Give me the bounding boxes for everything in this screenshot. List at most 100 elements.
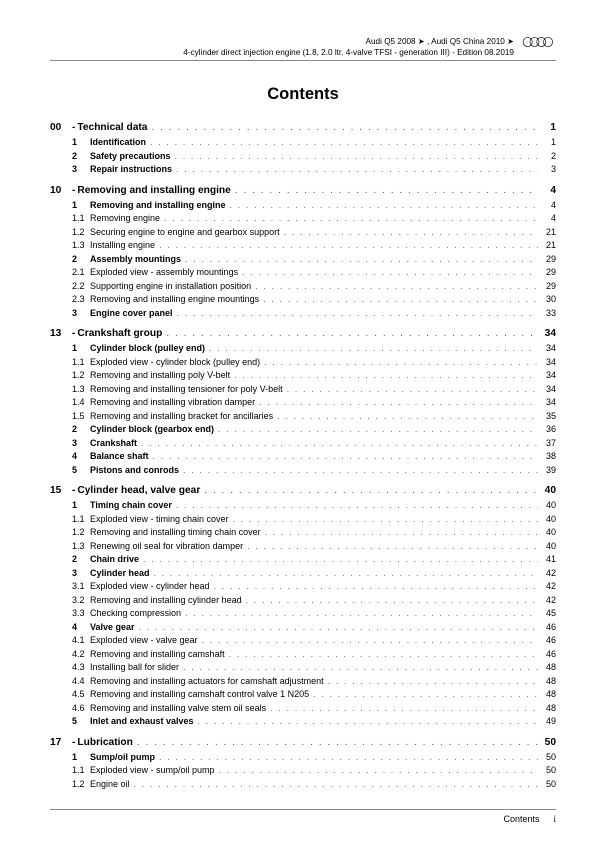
toc-entry[interactable]: 4.1Exploded view - valve gear . . . . . … (50, 634, 556, 648)
toc-entry[interactable]: 1Cylinder block (pulley end) . . . . . .… (50, 342, 556, 356)
toc-entry[interactable]: 1Identification . . . . . . . . . . . . … (50, 136, 556, 150)
entry-number: 3 (50, 567, 90, 581)
leader-dots: . . . . . . . . . . . . . . . . . . . . … (176, 163, 538, 177)
toc-section-heading[interactable]: 15- Cylinder head, valve gear . . . . . … (50, 485, 556, 496)
toc-entry[interactable]: 1Sump/oil pump . . . . . . . . . . . . .… (50, 751, 556, 765)
toc-entry[interactable]: 1.1Exploded view - cylinder block (pulle… (50, 356, 556, 370)
entry-label: Pistons and conrods (90, 464, 183, 478)
toc-entry[interactable]: 5Pistons and conrods . . . . . . . . . .… (50, 464, 556, 478)
toc-entry[interactable]: 3.2Removing and installing cylinder head… (50, 594, 556, 608)
entry-label: Removing and installing camshaft (90, 648, 229, 662)
toc-entry[interactable]: 2Safety precautions . . . . . . . . . . … (50, 150, 556, 164)
leader-dots: . . . . . . . . . . . . . . . . . . . . … (134, 778, 538, 792)
entry-number: 5 (50, 464, 90, 478)
toc-entry[interactable]: 1.1Exploded view - sump/oil pump . . . .… (50, 764, 556, 778)
entry-page: 46 (538, 621, 556, 635)
toc-entry[interactable]: 2.2Supporting engine in installation pos… (50, 280, 556, 294)
toc-entry[interactable]: 3.1Exploded view - cylinder head . . . .… (50, 580, 556, 594)
toc-entry[interactable]: 1.3Installing engine . . . . . . . . . .… (50, 239, 556, 253)
toc-entry[interactable]: 2Cylinder block (gearbox end) . . . . . … (50, 423, 556, 437)
entry-number: 3.2 (50, 594, 90, 608)
page: Audi Q5 2008 ➤ , Audi Q5 China 2010 ➤ 4-… (0, 0, 600, 848)
section-label: Removing and installing engine (77, 185, 234, 196)
header-divider (50, 60, 556, 61)
toc-entry[interactable]: 1.2Engine oil . . . . . . . . . . . . . … (50, 778, 556, 792)
entry-page: 48 (538, 702, 556, 716)
leader-dots: . . . . . . . . . . . . . . . . . . . . … (141, 437, 538, 451)
toc-entry[interactable]: 4.2Removing and installing camshaft . . … (50, 648, 556, 662)
entry-number: 1.1 (50, 513, 90, 527)
toc-entry[interactable]: 3Cylinder head . . . . . . . . . . . . .… (50, 567, 556, 581)
toc-entry[interactable]: 2.1Exploded view - assembly mountings . … (50, 266, 556, 280)
page-title: Contents (50, 85, 556, 104)
toc-entry[interactable]: 2Chain drive . . . . . . . . . . . . . .… (50, 553, 556, 567)
entry-page: 34 (538, 383, 556, 397)
toc-entry[interactable]: 2Assembly mountings . . . . . . . . . . … (50, 253, 556, 267)
entry-page: 3 (538, 163, 556, 177)
entry-label: Removing and installing engine (90, 199, 230, 213)
section-page: 4 (538, 185, 556, 196)
toc-entry[interactable]: 1Removing and installing engine . . . . … (50, 199, 556, 213)
table-of-contents: 00- Technical data . . . . . . . . . . .… (50, 122, 556, 791)
toc-entry[interactable]: 5Inlet and exhaust valves . . . . . . . … (50, 715, 556, 729)
toc-entry[interactable]: 4.4Removing and installing actuators for… (50, 675, 556, 689)
toc-section: 00- Technical data . . . . . . . . . . .… (50, 122, 556, 177)
entry-page: 21 (538, 226, 556, 240)
entry-label: Removing and installing vibration damper (90, 396, 259, 410)
toc-entry[interactable]: 1.1Exploded view - timing chain cover . … (50, 513, 556, 527)
header: Audi Q5 2008 ➤ , Audi Q5 China 2010 ➤ 4-… (50, 36, 556, 58)
entry-page: 30 (538, 293, 556, 307)
toc-entry[interactable]: 1.2Securing engine to engine and gearbox… (50, 226, 556, 240)
toc-entry[interactable]: 1.4Removing and installing vibration dam… (50, 396, 556, 410)
entry-number: 1 (50, 342, 90, 356)
toc-entry[interactable]: 1.3Renewing oil seal for vibration dampe… (50, 540, 556, 554)
entry-label: Cylinder head (90, 567, 154, 581)
toc-entry[interactable]: 4Valve gear . . . . . . . . . . . . . . … (50, 621, 556, 635)
toc-section-heading[interactable]: 13- Crankshaft group . . . . . . . . . .… (50, 328, 556, 339)
leader-dots: . . . . . . . . . . . . . . . . . . . . … (259, 396, 538, 410)
toc-entry[interactable]: 2.3Removing and installing engine mounti… (50, 293, 556, 307)
section-label: Crankshaft group (77, 328, 166, 339)
toc-entries: 1Sump/oil pump . . . . . . . . . . . . .… (50, 751, 556, 792)
entry-label: Assembly mountings (90, 253, 185, 267)
leader-dots: . . . . . . . . . . . . . . . . . . . . … (233, 513, 538, 527)
toc-entry[interactable]: 1.2Removing and installing poly V-belt .… (50, 369, 556, 383)
toc-section-heading[interactable]: 17- Lubrication . . . . . . . . . . . . … (50, 737, 556, 748)
toc-entry[interactable]: 3.3Checking compression . . . . . . . . … (50, 607, 556, 621)
toc-entry[interactable]: 3Engine cover panel . . . . . . . . . . … (50, 307, 556, 321)
toc-section-heading[interactable]: 10- Removing and installing engine . . .… (50, 185, 556, 196)
entry-label: Securing engine to engine and gearbox su… (90, 226, 284, 240)
toc-entry[interactable]: 4.3Installing ball for slider . . . . . … (50, 661, 556, 675)
entry-label: Removing and installing camshaft control… (90, 688, 313, 702)
entry-page: 50 (538, 764, 556, 778)
entry-page: 40 (538, 526, 556, 540)
entry-label: Inlet and exhaust valves (90, 715, 198, 729)
leader-dots: . . . . . . . . . . . . . . . . . . . . … (214, 580, 538, 594)
toc-entry[interactable]: 3Crankshaft . . . . . . . . . . . . . . … (50, 437, 556, 451)
toc-entry[interactable]: 1.5Removing and installing bracket for a… (50, 410, 556, 424)
toc-entry[interactable]: 4Balance shaft . . . . . . . . . . . . .… (50, 450, 556, 464)
entry-page: 48 (538, 675, 556, 689)
leader-dots: . . . . . . . . . . . . . . . . . . . . … (202, 634, 538, 648)
entry-label: Removing engine (90, 212, 164, 226)
entry-page: 1 (538, 136, 556, 150)
section-page: 1 (538, 122, 556, 133)
toc-entry[interactable]: 4.6Removing and installing valve stem oi… (50, 702, 556, 716)
entry-number: 1.2 (50, 369, 90, 383)
toc-entry[interactable]: 1Timing chain cover . . . . . . . . . . … (50, 499, 556, 513)
entry-page: 49 (538, 715, 556, 729)
toc-entry[interactable]: 1.1Removing engine . . . . . . . . . . .… (50, 212, 556, 226)
toc-entry[interactable]: 1.2Removing and installing timing chain … (50, 526, 556, 540)
leader-dots: . . . . . . . . . . . . . . . . . . . . … (247, 540, 538, 554)
footer-page-number: i (553, 814, 556, 824)
entry-label: Removing and installing valve stem oil s… (90, 702, 270, 716)
entry-label: Removing and installing cylinder head (90, 594, 246, 608)
entry-number: 2 (50, 553, 90, 567)
section-page: 40 (538, 485, 556, 496)
toc-entry[interactable]: 1.3Removing and installing tensioner for… (50, 383, 556, 397)
toc-entry[interactable]: 3Repair instructions . . . . . . . . . .… (50, 163, 556, 177)
entry-label: Exploded view - cylinder head (90, 580, 214, 594)
toc-entry[interactable]: 4.5Removing and installing camshaft cont… (50, 688, 556, 702)
entry-page: 34 (538, 369, 556, 383)
toc-section-heading[interactable]: 00- Technical data . . . . . . . . . . .… (50, 122, 556, 133)
